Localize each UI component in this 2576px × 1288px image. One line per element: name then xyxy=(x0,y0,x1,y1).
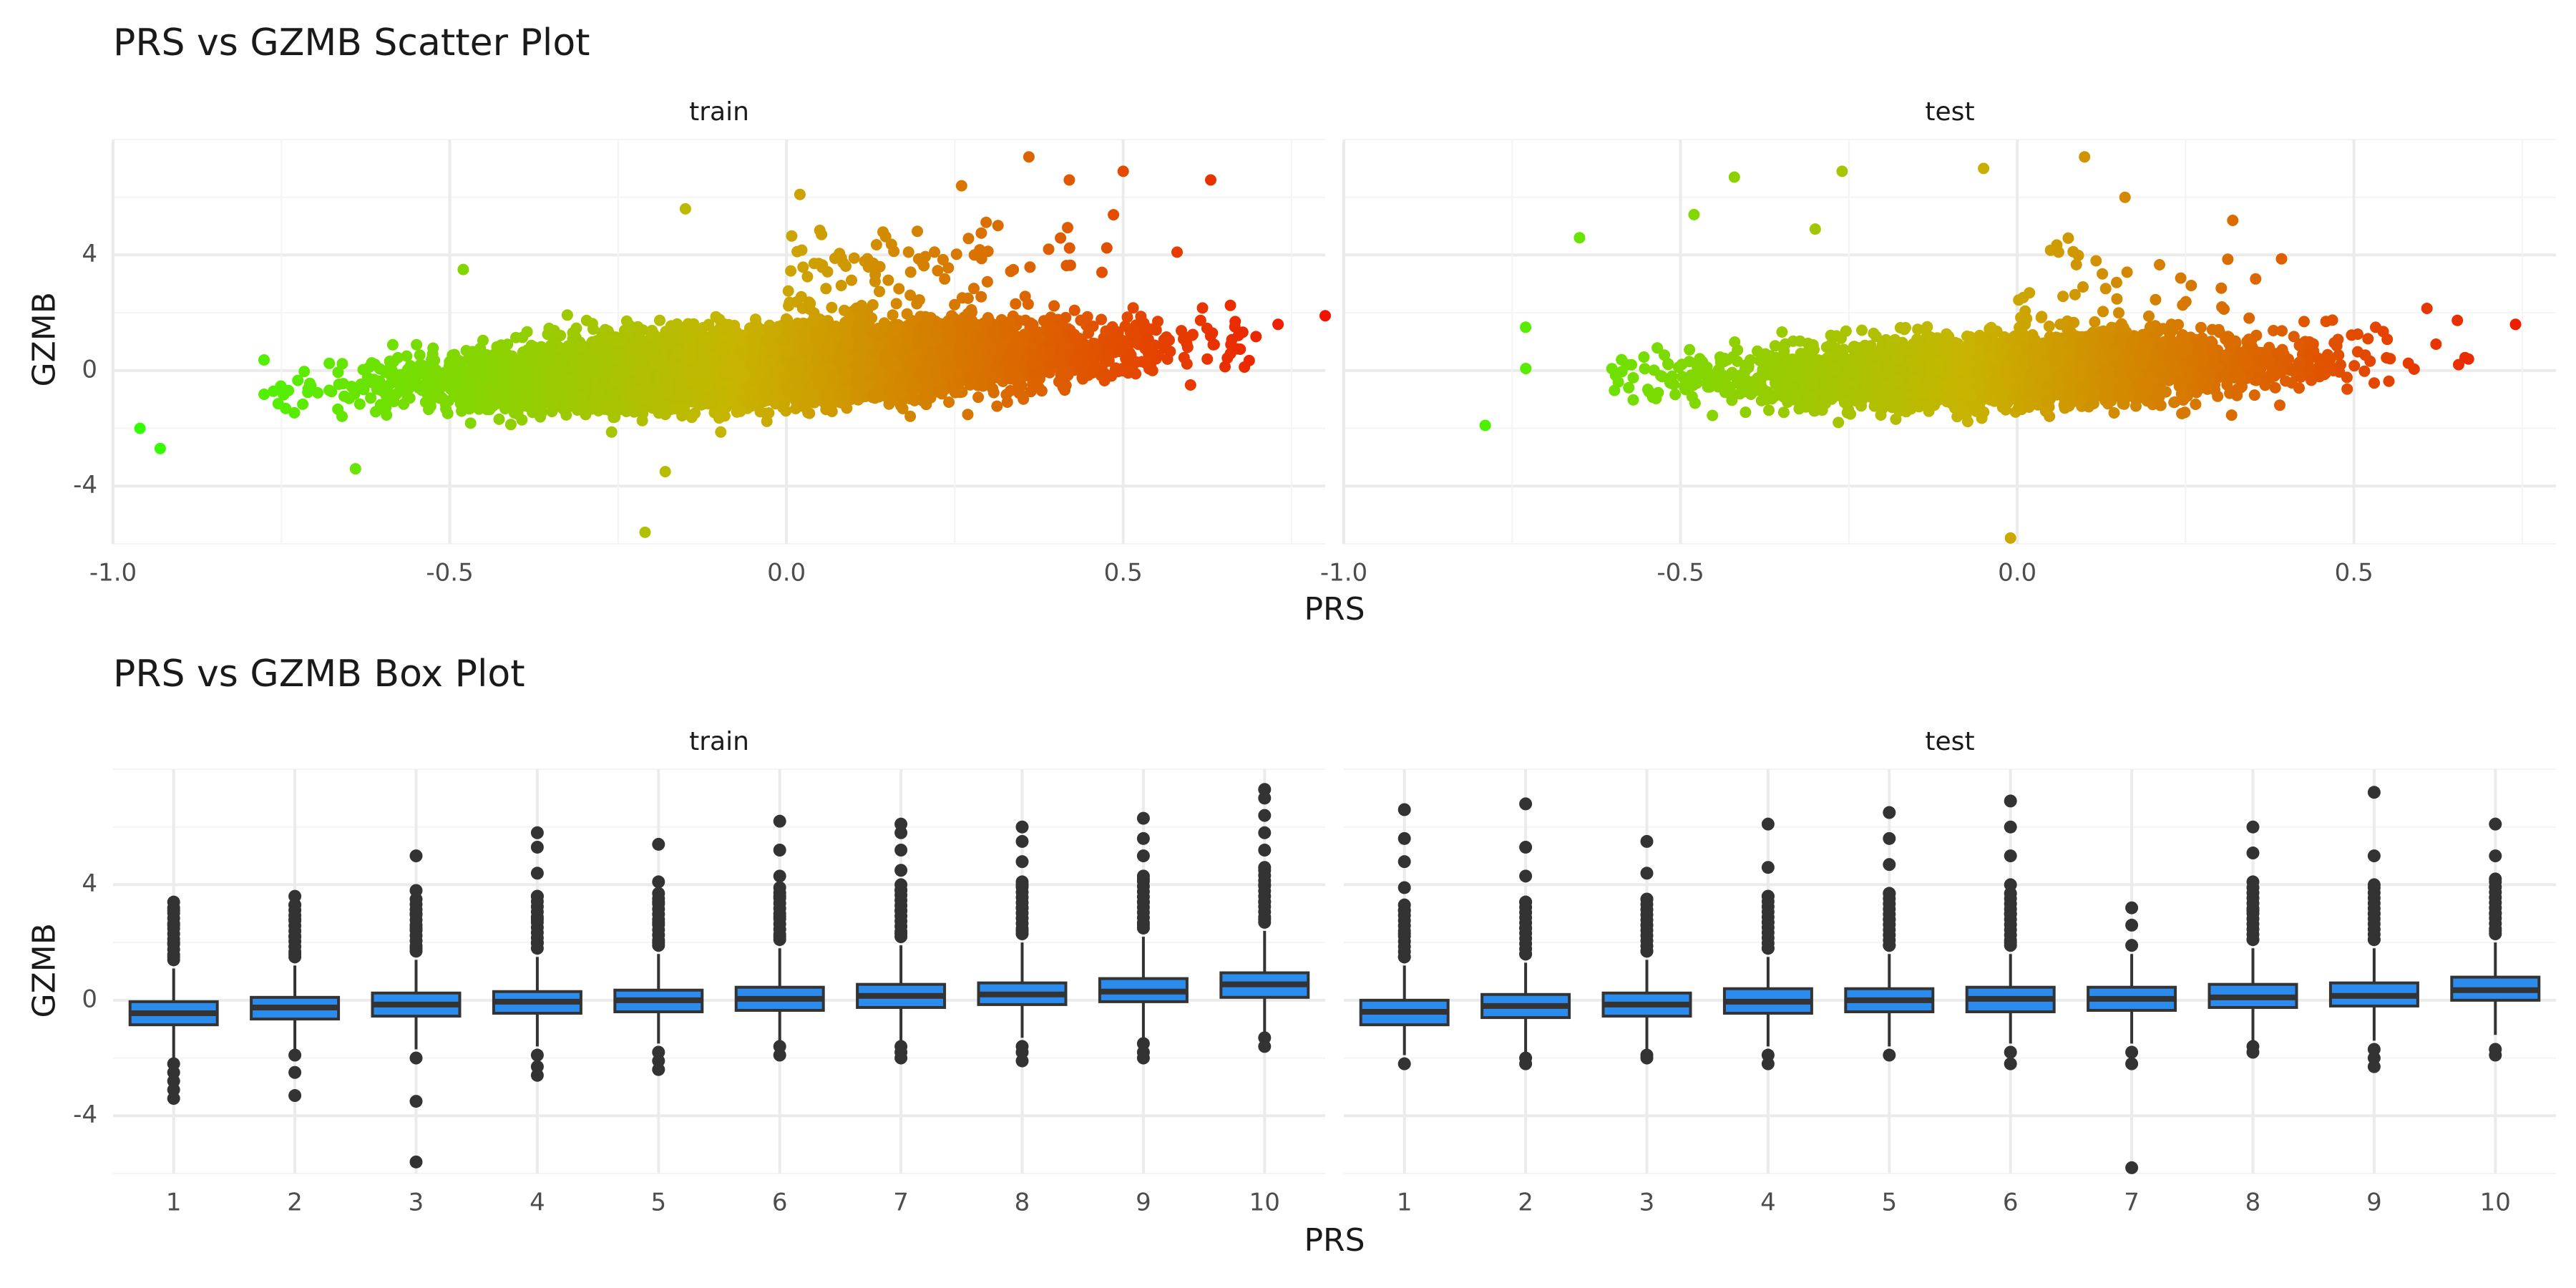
scatter-point xyxy=(258,354,270,366)
scatter-point xyxy=(1152,316,1163,328)
scatter-point xyxy=(939,273,951,285)
x-tick-label: 0.0 xyxy=(767,559,806,587)
scatter-point xyxy=(302,383,314,395)
scatter-point xyxy=(370,406,381,418)
scatter-point xyxy=(502,338,514,351)
scatter-point xyxy=(962,233,975,245)
scatter-point xyxy=(929,246,940,258)
scatter-point xyxy=(686,411,698,424)
scatter-x-axis-title: PRS xyxy=(1304,591,1365,628)
scatter-point xyxy=(975,227,987,239)
scatter-point xyxy=(785,265,797,277)
scatter-panel-train: train -1.0 -0.5 0.0 0.5 -4 0 4 xyxy=(73,97,1331,587)
scatter-point xyxy=(912,225,923,238)
scatter-point xyxy=(1127,302,1139,314)
x-tick-label: 0.5 xyxy=(1104,559,1143,587)
scatter-point xyxy=(654,314,665,326)
scatter-point xyxy=(493,413,505,425)
scatter-point xyxy=(782,285,794,297)
scatter-point xyxy=(992,220,1004,232)
scatter-point xyxy=(1196,302,1209,314)
scatter-point xyxy=(786,230,798,242)
scatter-point xyxy=(975,291,987,303)
scatter-point xyxy=(867,299,879,311)
scatter-point xyxy=(374,363,386,375)
scatter-point xyxy=(292,374,304,386)
scatter-point xyxy=(1207,338,1219,351)
scatter-point xyxy=(956,292,968,304)
scatter-point xyxy=(820,283,832,295)
scatter-point xyxy=(1063,242,1075,254)
scatter-point xyxy=(715,426,727,438)
facet-label-train: train xyxy=(689,97,749,127)
scatter-point xyxy=(846,274,857,286)
y-tick-label: 0 xyxy=(82,355,97,384)
scatter-point xyxy=(1010,298,1022,310)
y-tick-label: -4 xyxy=(73,471,97,499)
x-tick-label: -1.0 xyxy=(89,559,137,587)
scatter-point xyxy=(504,419,517,431)
scatter-point xyxy=(381,409,393,421)
scatter-chart-title: PRS vs GZMB Scatter Plot xyxy=(113,21,590,64)
scatter-point xyxy=(258,389,270,400)
scatter-point xyxy=(826,301,838,313)
scatter-point xyxy=(1181,358,1193,370)
scatter-points-train xyxy=(134,151,1331,538)
scatter-point xyxy=(991,400,1003,412)
scatter-point xyxy=(835,280,847,291)
scatter-point xyxy=(1121,311,1133,323)
y-tick-label: 4 xyxy=(82,240,97,268)
scatter-point xyxy=(1055,232,1067,244)
scatter-point xyxy=(904,410,917,422)
scatter-point xyxy=(980,216,992,228)
scatter-point xyxy=(937,253,949,265)
x-tick-label: -0.5 xyxy=(426,559,473,587)
